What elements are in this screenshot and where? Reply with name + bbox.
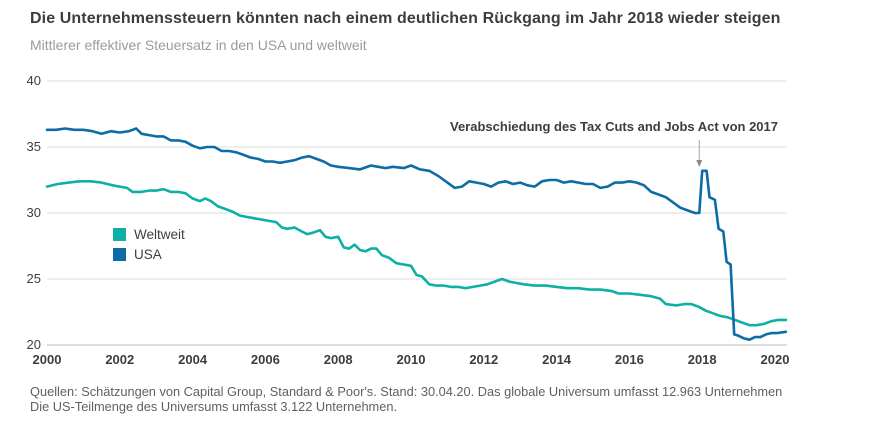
plot-area: [45, 80, 788, 346]
annotation-label: Verabschiedung des Tax Cuts and Jobs Act…: [450, 119, 778, 134]
chart-subtitle: Mittlerer effektiver Steuersatz in den U…: [30, 37, 367, 53]
x-tick-label-2004: 2004: [178, 352, 208, 367]
usa-swatch: [113, 247, 126, 261]
x-tick-label-2010: 2010: [396, 352, 426, 367]
weltweit-swatch: [113, 227, 126, 241]
x-tick-label-2006: 2006: [250, 352, 280, 367]
y-tick-label-20: 20: [26, 337, 41, 352]
y-tick-label-40: 40: [26, 73, 41, 88]
annotation-arrowhead-icon: [696, 160, 703, 167]
legend: Weltweit USA: [113, 224, 185, 264]
x-tick-label-2000: 2000: [32, 352, 62, 367]
y-tick-label-25: 25: [26, 271, 41, 286]
usa-label: USA: [134, 246, 162, 262]
legend-item-weltweit: Weltweit: [113, 224, 185, 244]
x-tick-label-2002: 2002: [105, 352, 135, 367]
weltweit-line: [45, 180, 788, 327]
y-tick-label-35: 35: [26, 139, 41, 154]
x-tick-label-2008: 2008: [323, 352, 353, 367]
x-tick-label-2014: 2014: [542, 352, 572, 367]
x-tick-label-2020: 2020: [760, 352, 790, 367]
chart-title: Die Unternehmenssteuern könnten nach ein…: [30, 10, 781, 27]
legend-item-usa: USA: [113, 244, 185, 264]
x-tick-label-2012: 2012: [469, 352, 499, 367]
x-tick-label-2018: 2018: [687, 352, 717, 367]
x-tick-label-2016: 2016: [614, 352, 644, 367]
source-note-line1: Quellen: Schätzungen von Capital Group, …: [30, 384, 783, 399]
source-note-line2: Die US-Teilmenge des Universums umfasst …: [30, 399, 398, 414]
y-tick-label-30: 30: [26, 205, 41, 220]
usa-line: [45, 127, 788, 342]
line-chart: 20 25 30 35 40 2000 2002 2004 2006 2008 2010 2012 2…: [0, 60, 877, 380]
weltweit-label: Weltweit: [134, 226, 185, 242]
source-note: Quellen: Schätzungen von Capital Group, …: [30, 384, 850, 414]
